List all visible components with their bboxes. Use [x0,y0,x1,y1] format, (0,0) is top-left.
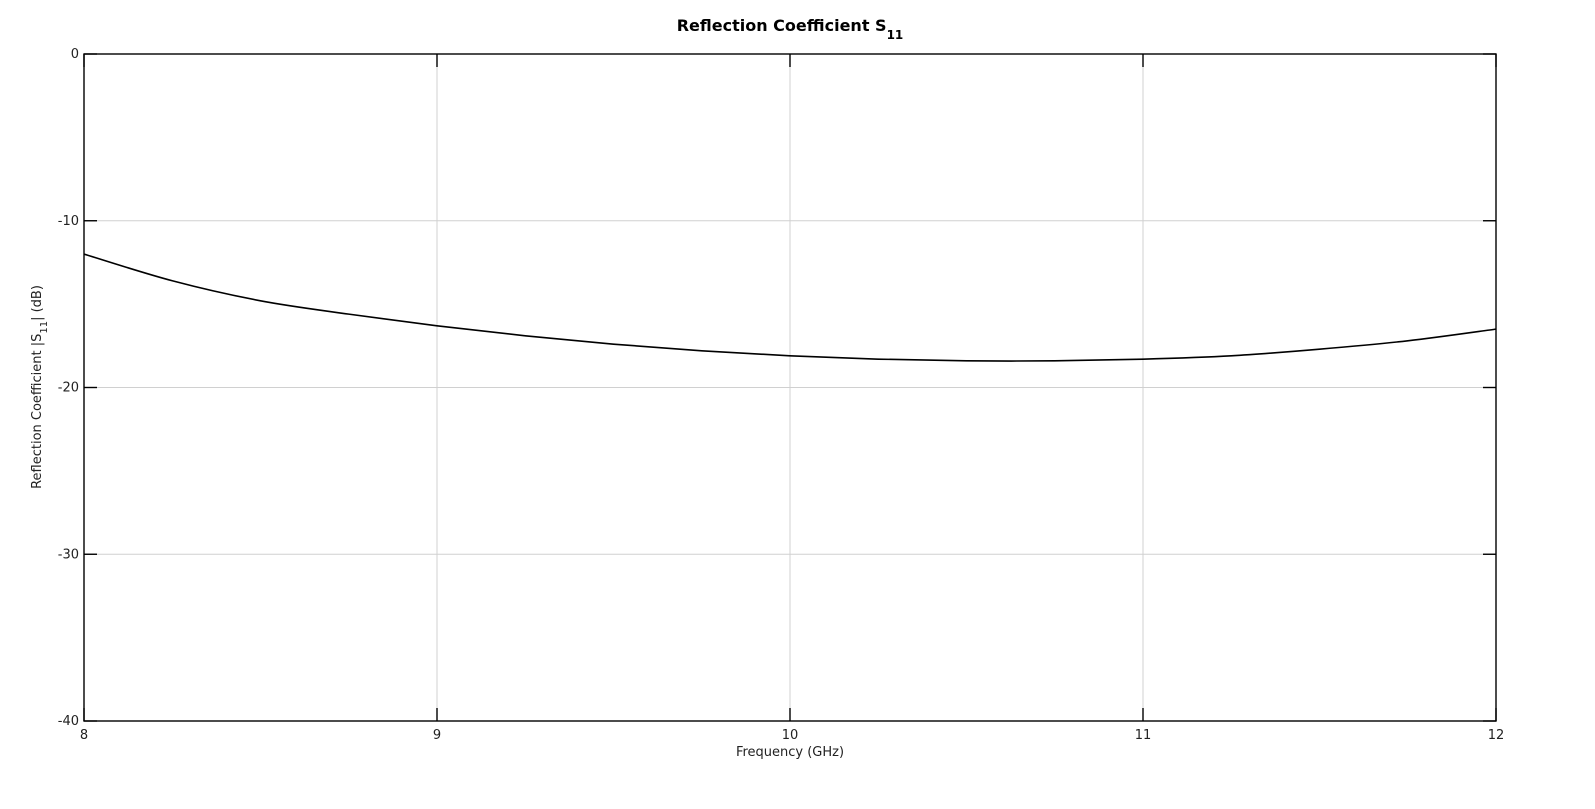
series-layer [83,253,1497,362]
tick-labels: 8 9 10 11 12 0 -10 -20 -30 -40 [58,47,1505,743]
x-tick-label: 11 [1135,728,1152,743]
x-axis-label: Frequency (GHz) [736,745,844,760]
x-tick-label: 8 [80,728,88,743]
chart-title: Reflection Coefficient S11 [677,16,904,42]
grid [84,54,1496,721]
y-tick-label: -40 [58,714,79,729]
y-axis-label-prefix: Reflection Coefficient |S [30,334,45,489]
y-tick-label: -20 [58,381,79,396]
x-tick-label: 12 [1488,728,1505,743]
chart-title-subscript: 11 [887,28,904,42]
y-tick-label: -10 [58,214,79,229]
y-axis-label: Reflection Coefficient |S11| (dB) [30,285,50,489]
x-tick-label: 9 [433,728,441,743]
x-tick-label: 10 [782,728,799,743]
chart-title-main: Reflection Coefficient S [677,16,887,35]
y-tick-label: 0 [71,47,79,62]
y-axis-label-suffix: | (dB) [30,285,45,321]
y-tick-label: -30 [58,547,79,562]
y-axis-label-subscript: 11 [39,321,50,334]
series-line [83,253,1497,362]
plot-area-frame [83,53,1497,722]
